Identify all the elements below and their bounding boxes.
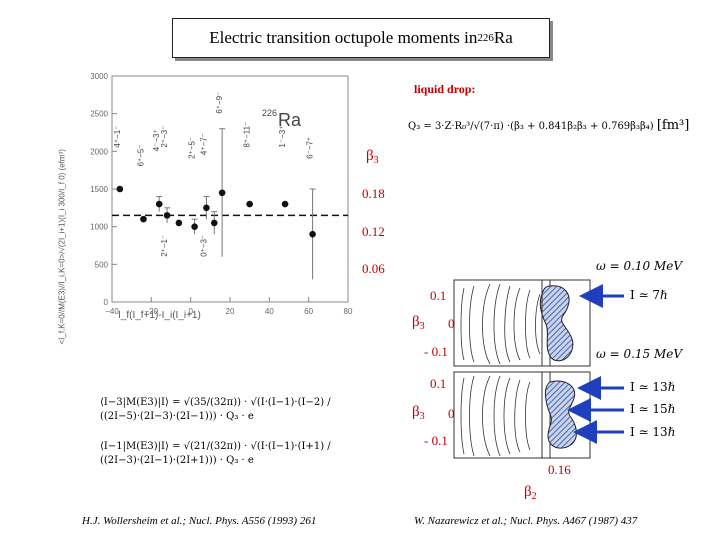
beta3-scale-label: β3 (366, 148, 379, 166)
data-point (246, 200, 253, 208)
y-tick-label: 1000 (90, 223, 108, 232)
contour-panel-top (453, 279, 551, 367)
data-point (163, 212, 171, 219)
transition-label: 2⁺−5⁻ (188, 137, 197, 159)
contour-beta3-symbol: β (412, 314, 420, 330)
contour-minimum-bottom (544, 380, 577, 449)
y-tick-label: 1500 (90, 185, 108, 194)
beta2-tick: 0.16 (548, 462, 571, 477)
nucleus-mass: 226 (262, 108, 277, 118)
contour-beta3-symbol-b: β (412, 404, 420, 420)
y-tick-label: 2500 (90, 110, 108, 119)
transition-label: 4⁺−1⁻ (113, 126, 122, 148)
contour-bottom-ylabel-pos: 0.1 (430, 376, 447, 391)
contour-figure (453, 279, 624, 459)
data-point (116, 185, 124, 193)
x-tick-label: −20 (145, 307, 159, 316)
liquid-drop-unit: [fm³] (656, 118, 690, 133)
transition-label: 1⁻−3⁺ (278, 126, 287, 148)
formula-e3-minus1: ⟨I−1|M(E3)|I⟩ = √(21/(32π)) · √(I·(I−1)·… (100, 441, 331, 466)
contour-lines-top (460, 283, 541, 365)
contour-lines-bottom (460, 375, 531, 457)
y-tick-label: 0 (104, 298, 109, 307)
x-tick-label: 40 (265, 307, 274, 316)
contour-panel-bottom (453, 371, 551, 459)
title-main: Electric transition octupole moments in (209, 28, 478, 47)
omega-top: ω = 0.10 MeV (596, 259, 683, 273)
transition-label: 2⁺−1⁻ (160, 235, 169, 257)
nucleus-symbol: Ra (278, 110, 302, 130)
slide-title: Electric transition octupole moments in … (172, 18, 550, 58)
x-tick-label: −40 (105, 307, 119, 316)
contour-bottom-ylabel-zero: 0 (448, 406, 455, 421)
x-tick-label: 60 (304, 307, 313, 316)
liquid-drop-label: liquid drop: (414, 82, 476, 96)
transition-label: 6⁺−5⁻ (136, 144, 145, 166)
data-point (191, 223, 198, 230)
liquid-drop-formula: Q₃ = 3·Z·R₀³/√(7·π) ·(β₃ + 0.841β₂β₃ + 0… (408, 118, 718, 133)
beta3-sub: 3 (373, 155, 379, 166)
contour-top-beta3: β3 (412, 314, 425, 332)
octupole-plot: 0 500 1000 1500 2000 2500 3000 −40 −20 0 20 40 60 80 4… (90, 72, 353, 316)
beta3-tick-018: 0.18 (362, 186, 385, 201)
formula-e3-minus3: ⟨I−3|M(E3)|I⟩ = √(35/(32π)) · √(I·(I−1)·… (100, 397, 331, 422)
citation-right: W. Nazarewicz et al.; Nucl. Phys. A467 (… (414, 515, 638, 527)
title-element: Ra (493, 28, 513, 47)
data-point (140, 215, 147, 223)
data-point (218, 189, 226, 197)
data-point (281, 200, 289, 208)
y-tick-label: 3000 (90, 72, 108, 81)
transition-label: 8⁺−11⁻ (243, 122, 252, 148)
transition-label: 0⁺−3⁻ (199, 235, 208, 257)
transition-label: 4⁺−7⁻ (199, 133, 208, 155)
contour-minimum-top (539, 285, 574, 362)
transition-label: 2⁺−3⁻ (160, 126, 169, 148)
contour-top-ylabel-pos: 0.1 (430, 288, 447, 303)
plot-xlabel: I_f(I_f+1)-I_i(I_i+1) (118, 310, 201, 321)
plot-ylabel: <I_f,K=0//M(E3)//I_i,K=0>/√(2I_i+1)(I_i … (57, 149, 67, 345)
liquid-drop-eq: Q₃ = 3·Z·R₀³/√(7·π) ·(β₃ + 0.841β₂β₃ + 0… (408, 121, 654, 132)
x-tick-label: 20 (226, 307, 235, 316)
omega-bottom: ω = 0.15 MeV (596, 347, 683, 361)
spin-top: I ≃ 7ℏ (630, 288, 668, 302)
data-point (175, 219, 183, 227)
contour-top-ylabel-neg: - 0.1 (424, 344, 448, 359)
beta3-tick-012: 0.12 (362, 224, 385, 239)
transition-label: 6⁻−7⁺ (306, 137, 315, 159)
citation-left: H.J. Wollersheim et al.; Nucl. Phys. A55… (82, 515, 317, 527)
contour-bottom-beta3: β3 (412, 404, 425, 422)
contour-beta3-sub: 3 (419, 321, 425, 332)
data-point (210, 219, 218, 227)
beta3-symbol: β (366, 148, 374, 164)
data-point (309, 230, 316, 238)
transition-label: 4⁻−3⁺ (152, 129, 161, 151)
contour-frame-top (541, 279, 591, 367)
x-tick-label: 0 (188, 307, 193, 316)
beta2-label: β2 (524, 484, 537, 502)
plot-root: 0 500 1000 1500 2000 2500 3000 −40 −20 0 20 40 60 80 4… (90, 72, 353, 316)
beta3-tick-006: 0.06 (362, 261, 385, 276)
transition-label: 6⁺−9⁻ (215, 92, 224, 114)
spin-bottom-1: I ≃ 13ℏ (630, 380, 676, 394)
contour-top-ylabel-zero: 0 (448, 316, 455, 331)
contour-beta3-sub-b: 3 (419, 411, 425, 422)
y-tick-label: 500 (95, 260, 109, 269)
data-point (203, 204, 210, 212)
x-tick-label: 80 (344, 307, 353, 316)
title-mass: 226 (477, 32, 494, 44)
y-tick-label: 2000 (90, 147, 108, 156)
beta2-symbol: β (524, 484, 532, 500)
spin-bottom-2: I ≃ 15ℏ (630, 402, 676, 416)
spin-bottom-3: I ≃ 13ℏ (630, 425, 676, 439)
beta2-sub: 2 (531, 491, 537, 502)
data-point (155, 200, 163, 208)
contour-bottom-ylabel-neg: - 0.1 (424, 433, 448, 448)
